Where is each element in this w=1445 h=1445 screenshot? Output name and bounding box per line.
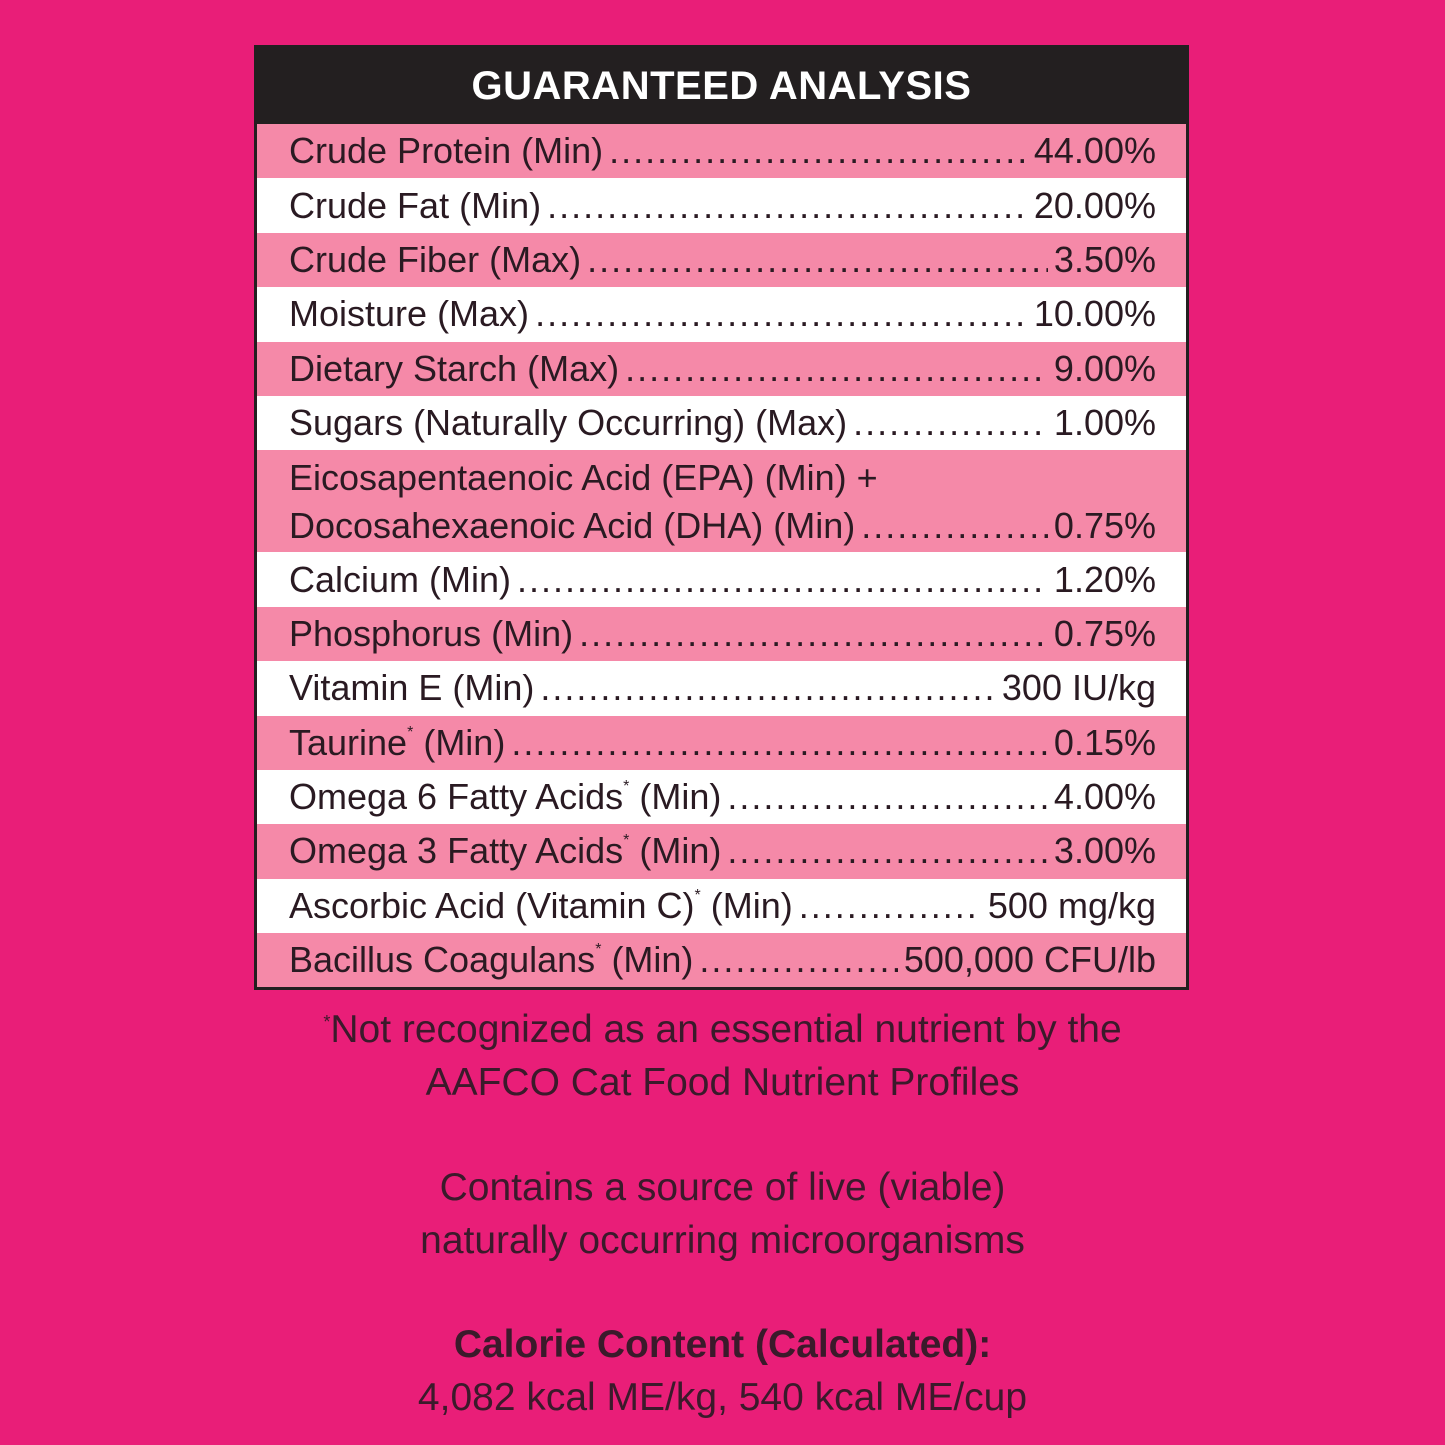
table-row: Taurine* (Min) 0.15%	[257, 715, 1186, 770]
table-title: GUARANTEED ANALYSIS	[471, 63, 972, 108]
table-row: Crude Fat (Min) 20.00%	[257, 178, 1186, 233]
asterisk: *	[694, 886, 701, 904]
nutrient-qualifier: (Min)	[773, 505, 856, 547]
table-body: Crude Protein (Min) 44.00% Crude Fat (Min)…	[257, 124, 1186, 988]
nutrient-value: 1.00%	[1053, 402, 1156, 444]
nutrient-value: 3.00%	[1053, 830, 1156, 872]
nutrient-value: 20.00%	[1033, 184, 1156, 226]
table-row: Ascorbic Acid (Vitamin C)* (Min) 500 mg/k…	[257, 878, 1186, 934]
nutrient-label: Dietary Starch (Max)	[289, 347, 620, 389]
footnote-line1: Not recognized as an essential nutrient …	[330, 1008, 1122, 1051]
table-row: Crude Protein (Min) 44.00%	[257, 124, 1186, 179]
dot-leader	[579, 613, 1048, 655]
table-row: Vitamin E (Min) 300 IU/kg	[257, 661, 1186, 716]
guaranteed-analysis-table: GUARANTEED ANALYSIS Crude Protein (Min) 4…	[254, 45, 1189, 991]
table-row: Omega 6 Fatty Acids* (Min) 4.00%	[257, 769, 1186, 825]
dot-leader	[861, 505, 1048, 547]
nutrient-value: 500 mg/kg	[987, 884, 1156, 926]
dot-leader	[609, 130, 1028, 172]
nutrient-label: Phosphorus (Min)	[289, 612, 574, 654]
calorie-content: Calorie Content (Calculated): 4,082 kcal…	[0, 1323, 1445, 1420]
nutrient-label: Taurine* (Min)	[289, 721, 506, 763]
nutrient-qualifier: (Min)	[452, 667, 535, 709]
table-row: Bacillus Coagulans* (Min) 500,000 CFU/lb	[257, 933, 1186, 988]
nutrient-value: 0.15%	[1053, 721, 1156, 763]
nutrient-qualifier: (Min)	[491, 612, 574, 654]
nutrient-label: Moisture (Max)	[289, 293, 530, 335]
dot-leader	[587, 239, 1048, 281]
nutrient-value: 9.00%	[1053, 347, 1156, 389]
nutrient-value: 1.20%	[1053, 558, 1156, 600]
nutrient-value: 44.00%	[1033, 130, 1156, 172]
nutrient-qualifier: (Max)	[527, 347, 620, 389]
table-row: Moisture (Max) 10.00%	[257, 287, 1186, 342]
dot-leader	[625, 348, 1048, 390]
nutrient-label: Docosahexaenoic Acid (DHA) (Min)	[289, 505, 856, 547]
table-row: Dietary Starch (Max) 9.00%	[257, 341, 1186, 396]
dot-leader	[511, 722, 1048, 764]
nutrient-qualifier: (Max)	[489, 238, 582, 280]
dot-leader	[727, 830, 1048, 872]
table-row: Omega 3 Fatty Acids* (Min) 3.00%	[257, 824, 1186, 879]
nutrient-label: Ascorbic Acid (Vitamin C)* (Min)	[289, 884, 793, 926]
dot-leader	[727, 776, 1048, 818]
calorie-heading: Calorie Content (Calculated):	[453, 1323, 992, 1366]
asterisk: *	[595, 941, 602, 959]
probiotic-line2: naturally occurring microorganisms	[420, 1219, 1025, 1262]
footnote-asterisk: *	[323, 1012, 331, 1032]
nutrient-qualifier: (Min)	[429, 558, 512, 600]
nutrient-value: 4.00%	[1053, 776, 1156, 818]
nutrient-label: Omega 6 Fatty Acids* (Min)	[289, 776, 722, 818]
nutrient-label: Calcium (Min)	[289, 558, 512, 600]
nutrient-qualifier: (Min)	[710, 884, 793, 926]
probiotic-note: Contains a source of live (viable) natur…	[0, 1166, 1445, 1263]
nutrient-value: 10.00%	[1033, 293, 1156, 335]
footnote-line2: AAFCO Cat Food Nutrient Profiles	[425, 1061, 1020, 1104]
nutrient-qualifier: (Min)	[639, 776, 722, 818]
table-row: Crude Fiber (Max) 3.50%	[257, 232, 1186, 288]
nutrient-value: 300 IU/kg	[1001, 667, 1156, 709]
asterisk: *	[623, 778, 630, 796]
dot-leader	[547, 185, 1028, 227]
nutrient-label: Bacillus Coagulans* (Min)	[289, 939, 694, 981]
nutrient-value: 500,000 CFU/lb	[903, 939, 1156, 981]
nutrient-label: Sugars (Naturally Occurring) (Max)	[289, 402, 848, 444]
nutrient-qualifier: (Max)	[755, 402, 848, 444]
dot-leader	[540, 667, 996, 709]
nutrient-qualifier: (Min)	[423, 721, 506, 763]
dot-leader	[699, 939, 897, 981]
nutrient-qualifier: (Min)	[521, 130, 604, 172]
table-row: Sugars (Naturally Occurring) (Max) 1.00%	[257, 395, 1186, 451]
nutrient-qualifier: (Min)	[459, 184, 542, 226]
nutrient-value: 0.75%	[1053, 612, 1156, 654]
nutrient-label: Crude Protein (Min)	[289, 130, 604, 172]
probiotic-line1: Contains a source of live (viable)	[439, 1166, 1006, 1209]
nutrient-qualifier: (Min)	[639, 830, 722, 872]
asterisk: *	[623, 832, 630, 850]
calorie-value: 4,082 kcal ME/kg, 540 kcal ME/cup	[417, 1376, 1028, 1419]
nutrient-value: 3.50%	[1053, 238, 1156, 280]
nutrient-label: Omega 3 Fatty Acids* (Min)	[289, 830, 722, 872]
nutrient-value: 0.75%	[1053, 505, 1156, 547]
nutrient-label: Crude Fiber (Max)	[289, 238, 582, 280]
nutrient-label: Crude Fat (Min)	[289, 184, 542, 226]
nutrient-qualifier: (Max)	[437, 293, 530, 335]
dot-leader	[853, 402, 1048, 444]
nutrient-label: Vitamin E (Min)	[289, 667, 535, 709]
dot-leader	[517, 559, 1048, 601]
table-row: Phosphorus (Min) 0.75%	[257, 606, 1186, 662]
dot-leader	[535, 293, 1028, 335]
table-row: Calcium (Min) 1.20%	[257, 552, 1186, 607]
dot-leader	[799, 885, 982, 927]
nutrient-label-line1: Eicosapentaenoic Acid (EPA) (Min) +	[289, 457, 878, 499]
nutrient-qualifier: (Min)	[611, 939, 694, 981]
footnote: *Not recognized as an essential nutrient…	[0, 1008, 1445, 1105]
table-row: Eicosapentaenoic Acid (EPA) (Min) + Docos…	[257, 450, 1186, 553]
asterisk: *	[407, 723, 414, 741]
